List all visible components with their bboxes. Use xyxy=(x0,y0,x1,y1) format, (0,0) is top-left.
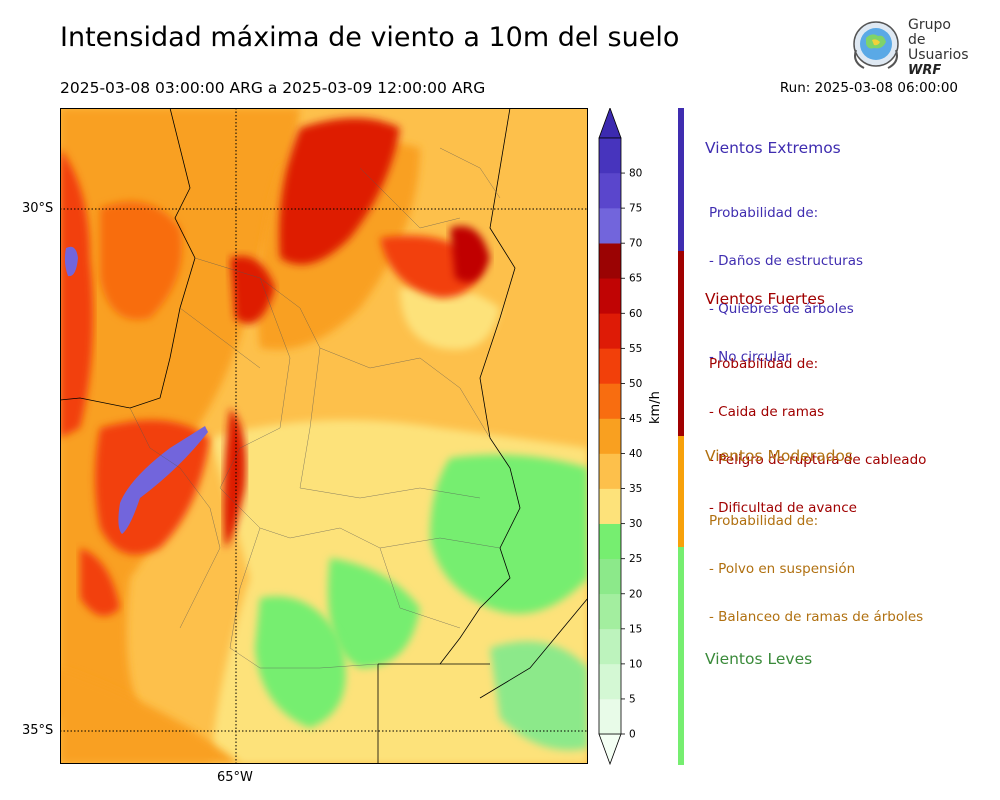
colorbar-segment xyxy=(599,313,621,349)
wind-area-50-60-north xyxy=(279,118,400,265)
colorbar-segment xyxy=(599,453,621,489)
globe-icon xyxy=(853,21,899,69)
colorbar-tick-label: 30 xyxy=(629,518,642,530)
colorbar-tick-label: 25 xyxy=(629,553,642,565)
colorbar-tick-label: 45 xyxy=(629,413,642,425)
wind-area-25-30-north xyxy=(400,285,500,350)
wind-area-45-55-nw xyxy=(100,201,182,320)
colorbar: 0 5 10 15 20 25 30 35 40 45 50 55 60 65 70 75 80 xyxy=(598,106,658,768)
wind-area-35-45-sw xyxy=(60,668,240,764)
colorbar-graphic: 0 5 10 15 20 25 30 35 40 45 50 55 60 65 70 75 80 xyxy=(598,106,642,766)
wind-area-50-60-center xyxy=(230,256,275,324)
colorbar-segment xyxy=(599,698,621,735)
lat-lon-gridlines xyxy=(60,108,588,764)
wrf-logo: Grupo de Usuarios WRF xyxy=(848,16,969,78)
wind-area-below-25-se xyxy=(490,641,588,750)
colorbar-segment xyxy=(599,278,621,314)
category-title-extreme: Vientos Extremos xyxy=(705,139,841,157)
category-details-moderate: Probabilidad de: - Polvo en suspensión -… xyxy=(709,481,923,657)
colorbar-segment xyxy=(599,208,621,244)
colorbar-segment xyxy=(599,173,621,209)
wind-category-legend: Vientos Extremos Probabilidad de: - Daño… xyxy=(676,108,976,766)
colorbar-tick-label: 60 xyxy=(629,308,642,320)
category-details-extreme: Probabilidad de: - Daños de estructuras … xyxy=(709,173,863,397)
wind-area-55-60-ne xyxy=(450,226,490,283)
detail-line: - Quiebres de árboles xyxy=(709,301,854,317)
country-borders xyxy=(60,108,588,764)
wind-field-map xyxy=(60,108,588,764)
colorbar-tick-label: 10 xyxy=(629,658,642,670)
colorbar-tick-label: 65 xyxy=(629,273,642,285)
logo-text: Grupo de Usuarios WRF xyxy=(908,17,969,79)
detail-line: - Polvo en suspensión xyxy=(709,561,856,577)
detail-line: - Dificultad de avance xyxy=(709,500,857,516)
detail-line: - Daños de estructuras xyxy=(709,253,864,269)
colorbar-segment xyxy=(599,348,621,384)
colorbar-segment xyxy=(599,558,621,595)
detail-line: - Balanceo de ramas de árboles xyxy=(709,609,924,625)
detail-line: - Peligro de ruptura de cableado xyxy=(709,452,927,468)
wind-area-above-65-nw xyxy=(64,246,78,277)
detail-line: Probabilidad de: xyxy=(709,356,819,372)
colorbar-under-arrow xyxy=(598,733,622,766)
colorbar-tick-label: 80 xyxy=(629,168,642,180)
wind-area-50-60-ridge xyxy=(223,408,246,548)
colorbar-segment xyxy=(599,628,621,665)
logo-line-2: Usuarios xyxy=(908,47,969,63)
colorbar-tick-label: 35 xyxy=(629,483,642,495)
detail-line: - No circular xyxy=(709,349,791,365)
wind-area-above-65-andes xyxy=(118,426,208,534)
wind-area-below-25-south xyxy=(255,596,346,728)
lat-label-30s: 30°S xyxy=(22,201,54,216)
detail-line: Probabilidad de: xyxy=(709,205,819,221)
colorbar-tick-label: 70 xyxy=(629,238,642,250)
colorbar-tick-label: 50 xyxy=(629,378,642,390)
run-time: Run: 2025-03-08 06:00:00 xyxy=(779,80,958,96)
province-borders xyxy=(129,147,501,669)
colorbar-segment xyxy=(599,383,621,419)
wind-area-45-60-west xyxy=(60,148,94,438)
colorbar-tick-label: 55 xyxy=(629,343,642,355)
detail-line: Probabilidad de: xyxy=(709,513,819,529)
colorbar-tick-label: 40 xyxy=(629,448,642,460)
map-title: Intensidad máxima de viento a 10m del su… xyxy=(60,22,680,53)
colorbar-frame xyxy=(598,137,622,735)
category-title-strong: Vientos Fuertes xyxy=(705,290,825,308)
wind-area-below-25-east xyxy=(430,454,588,614)
legend-bar-strong xyxy=(678,251,684,436)
colorbar-segment xyxy=(599,593,621,630)
valid-period: 2025-03-08 03:00:00 ARG a 2025-03-09 12:… xyxy=(60,79,486,97)
logo-line-1: Grupo de xyxy=(908,17,951,48)
legend-bar-extreme xyxy=(678,108,684,251)
category-title-light: Vientos Leves xyxy=(705,650,813,668)
colorbar-segment xyxy=(599,418,621,454)
colorbar-segment xyxy=(599,243,621,279)
colorbar-tick-label: 0 xyxy=(629,729,636,741)
map-frame xyxy=(60,108,588,764)
wind-map xyxy=(60,108,588,764)
colorbar-segment xyxy=(599,488,621,524)
legend-bar-moderate xyxy=(678,436,684,547)
colorbar-tick-label: 75 xyxy=(629,203,642,215)
legend-bar-light xyxy=(678,547,684,765)
wind-area-below-25-center xyxy=(328,558,420,668)
colorbar-tick-label: 20 xyxy=(629,588,642,600)
lon-label-65w: 65°W xyxy=(217,770,253,785)
colorbar-over-arrow xyxy=(598,106,622,139)
category-details-strong: Probabilidad de: - Caida de ramas - Peli… xyxy=(709,324,926,548)
colorbar-segment xyxy=(599,663,621,700)
colorbar-unit-label: km/h xyxy=(648,391,663,424)
colorbar-segment xyxy=(599,138,621,174)
lat-label-35s: 35°S xyxy=(22,723,54,738)
category-title-moderate: Vientos Moderados xyxy=(705,447,853,465)
detail-line: - Caida de ramas xyxy=(709,404,825,420)
colorbar-segment xyxy=(599,523,621,560)
colorbar-tick-label: 5 xyxy=(629,693,636,705)
colorbar-tick-label: 15 xyxy=(629,623,642,635)
logo-line-3: WRF xyxy=(908,63,942,78)
wind-area-45-55-sw xyxy=(80,548,120,616)
